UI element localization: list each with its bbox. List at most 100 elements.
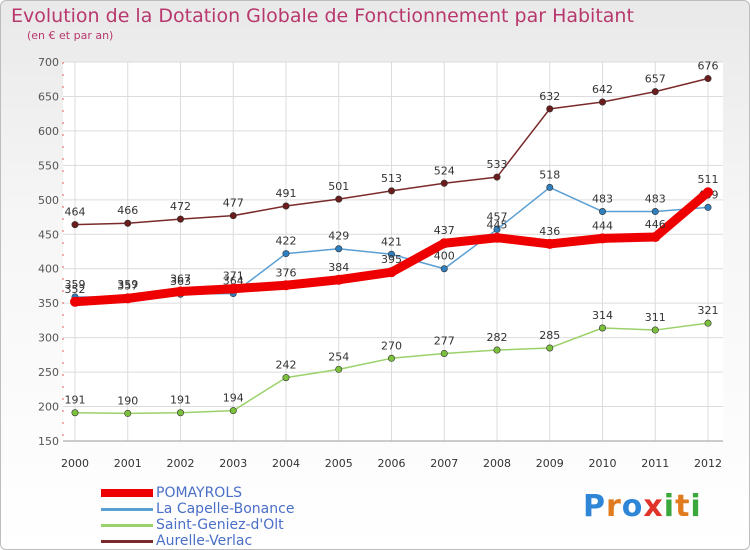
data-label: 444 <box>592 219 613 232</box>
x-tick-label: 2002 <box>167 457 195 470</box>
data-point <box>122 293 133 304</box>
x-tick-label: 2011 <box>641 457 669 470</box>
data-label: 270 <box>381 339 402 352</box>
data-point <box>124 219 132 227</box>
data-label: 518 <box>539 168 560 181</box>
data-label: 466 <box>117 204 138 217</box>
data-label: 429 <box>328 230 349 243</box>
logo-letter: i <box>690 489 702 524</box>
data-point <box>335 195 343 203</box>
data-label: 282 <box>487 331 508 344</box>
data-label: 359 <box>65 278 86 291</box>
data-label: 277 <box>434 334 455 347</box>
y-tick-label: 500 <box>38 194 59 207</box>
logo-letter: P <box>583 489 606 524</box>
data-point <box>386 267 397 278</box>
x-tick-label: 2001 <box>114 457 142 470</box>
data-label: 359 <box>117 278 138 291</box>
data-point <box>703 187 713 198</box>
legend-label: La Capelle-Bonance <box>156 501 295 517</box>
data-label: 311 <box>645 311 666 324</box>
data-point <box>333 274 344 285</box>
data-label: 513 <box>381 172 402 185</box>
legend-swatch <box>101 508 153 511</box>
data-label: 395 <box>381 253 402 266</box>
data-point <box>546 183 554 191</box>
data-label: 676 <box>698 60 719 73</box>
data-point <box>177 409 185 417</box>
data-point <box>598 208 606 216</box>
data-point <box>440 265 448 273</box>
data-point <box>387 250 395 258</box>
data-point <box>440 349 448 357</box>
y-tick-label: 400 <box>38 263 59 276</box>
data-label: 524 <box>434 164 455 177</box>
data-label: 367 <box>170 272 191 285</box>
data-point <box>229 212 237 220</box>
data-label: 191 <box>65 394 86 407</box>
data-label: 632 <box>539 90 560 103</box>
data-label: 511 <box>698 173 719 186</box>
data-label: 422 <box>276 235 297 248</box>
data-point <box>281 280 291 291</box>
data-point <box>704 75 712 83</box>
data-label: 491 <box>276 187 297 200</box>
data-label: 321 <box>698 304 719 317</box>
data-label: 371 <box>223 270 244 283</box>
data-label: 445 <box>487 219 508 232</box>
data-label: 457 <box>487 210 508 223</box>
data-label: 437 <box>434 224 455 237</box>
legend-label: Saint-Geniez-d'Olt <box>156 517 284 533</box>
data-label: 384 <box>328 261 349 274</box>
logo-letter: t <box>675 489 691 524</box>
data-point <box>70 296 80 307</box>
data-label: 352 <box>65 283 86 296</box>
data-label: 483 <box>592 193 613 206</box>
legend-swatch <box>101 524 153 527</box>
x-tick-label: 2008 <box>483 457 511 470</box>
y-tick-label: 300 <box>38 332 59 345</box>
data-point <box>544 238 555 249</box>
data-point <box>704 319 712 327</box>
x-tick-label: 2009 <box>536 457 564 470</box>
data-point <box>175 286 186 297</box>
data-point <box>492 232 502 243</box>
legend-label: POMAYROLS <box>156 485 243 501</box>
data-point <box>546 344 554 352</box>
data-point <box>598 98 606 106</box>
data-label: 254 <box>328 350 349 363</box>
chart-title: Evolution de la Dotation Globale de Fonc… <box>11 5 634 27</box>
y-tick-label: 350 <box>38 297 59 310</box>
data-point <box>598 324 606 332</box>
data-label: 242 <box>276 359 297 372</box>
logo-letter: o <box>621 489 644 524</box>
data-point <box>71 409 79 417</box>
data-label: 642 <box>592 83 613 96</box>
x-tick-label: 2010 <box>589 457 617 470</box>
data-label: 657 <box>645 73 666 86</box>
data-label: 376 <box>276 266 297 279</box>
data-label: 314 <box>592 309 613 322</box>
y-tick-label: 650 <box>38 90 59 103</box>
data-point <box>177 215 185 223</box>
data-point <box>546 105 554 113</box>
data-point <box>439 238 450 249</box>
data-point <box>440 179 448 187</box>
logo-letter: r <box>606 489 622 524</box>
data-label: 483 <box>645 193 666 206</box>
data-label: 363 <box>170 275 191 288</box>
proxiti-logo: Proxiti <box>583 489 702 524</box>
data-label: 285 <box>539 329 560 342</box>
legend-label: Aurelle-Verlac <box>156 533 253 549</box>
x-tick-label: 2007 <box>430 457 458 470</box>
data-label: 477 <box>223 197 244 210</box>
y-tick-label: 150 <box>38 435 59 448</box>
data-point <box>651 208 659 216</box>
data-label: 464 <box>65 206 86 219</box>
y-tick-label: 200 <box>38 401 59 414</box>
data-label: 446 <box>645 218 666 231</box>
logo-letter: i <box>663 489 676 524</box>
data-label: 472 <box>170 200 191 213</box>
data-point <box>493 173 501 181</box>
